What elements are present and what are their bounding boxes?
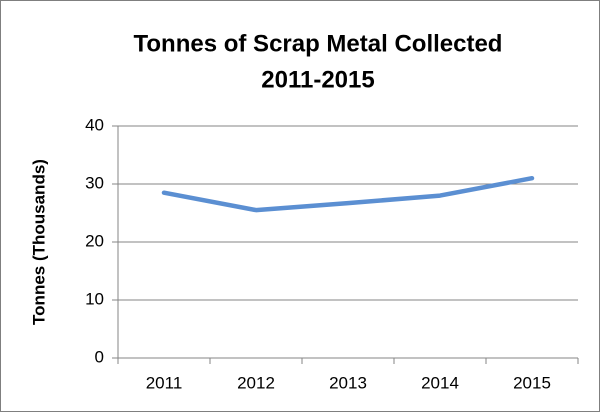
- x-tick-label: 2014: [421, 373, 459, 392]
- line-series: [161, 175, 535, 213]
- x-tick-label: 2015: [513, 373, 551, 392]
- y-tick-label: 40: [85, 115, 104, 134]
- y-tick-label: 10: [85, 289, 104, 308]
- chart-subtitle: 2011-2015: [261, 66, 374, 93]
- chart-title: Tonnes of Scrap Metal Collected: [134, 30, 503, 57]
- y-tick-label: 30: [85, 173, 104, 192]
- y-tick-label: 20: [85, 231, 104, 250]
- y-tick-label: 0: [95, 347, 104, 366]
- x-tick-label: 2011: [146, 373, 183, 392]
- x-tick-label: 2012: [237, 373, 275, 392]
- x-tick-label: 2013: [329, 373, 367, 392]
- y-axis-title: Tonnes (Thousands): [29, 159, 48, 325]
